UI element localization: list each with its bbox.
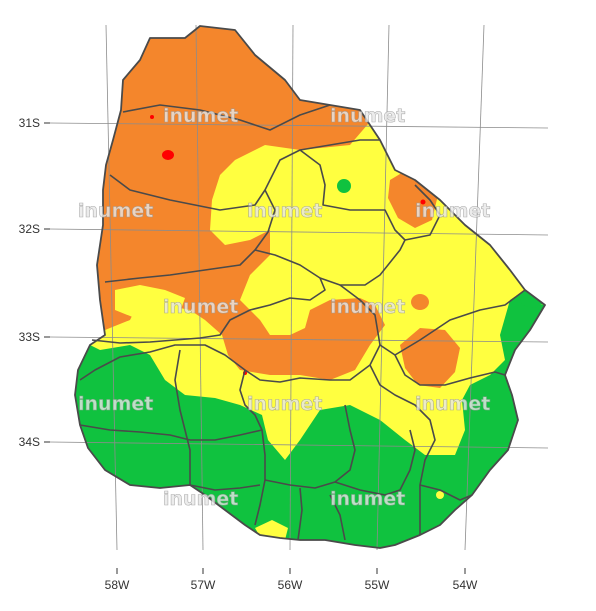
red-spot-1	[162, 150, 174, 160]
watermark: inumet	[78, 393, 153, 415]
y-axis: 31S 32S 33S 34S	[19, 116, 50, 449]
orange-spot-east	[411, 294, 429, 310]
watermark: inumet	[415, 200, 490, 222]
y-tick-label: 31S	[19, 116, 40, 130]
x-tick-label: 54W	[453, 578, 478, 592]
y-tick-label: 34S	[19, 435, 40, 449]
x-tick-label: 55W	[365, 578, 390, 592]
watermark-layer: inumet inumet inumet inumet inumet inume…	[78, 105, 491, 511]
department-boundaries	[79, 104, 526, 541]
orange-zone-north	[75, 26, 545, 380]
yellow-zone-central	[265, 300, 310, 335]
watermark: inumet	[163, 488, 238, 510]
red-spot-3	[420, 199, 426, 205]
red-spot-2	[150, 115, 154, 119]
x-tick-label: 57W	[191, 578, 216, 592]
watermark: inumet	[163, 296, 238, 318]
green-spot-north	[337, 179, 351, 193]
watermark: inumet	[247, 393, 322, 415]
yellow-zone-west	[115, 285, 185, 318]
x-axis: 58W 57W 56W 55W 54W	[105, 568, 478, 592]
watermark: inumet	[330, 488, 405, 510]
green-spot-east	[520, 293, 545, 308]
watermark: inumet	[415, 393, 490, 415]
y-tick-label: 32S	[19, 222, 40, 236]
watermark: inumet	[78, 200, 153, 222]
x-tick-label: 56W	[278, 578, 303, 592]
yellow-spot-south-east	[436, 491, 444, 499]
y-tick-label: 33S	[19, 330, 40, 344]
watermark: inumet	[247, 200, 322, 222]
watermark: inumet	[163, 105, 238, 127]
graticule	[49, 24, 549, 551]
country-outline	[74, 25, 546, 549]
watermark: inumet	[330, 105, 405, 127]
x-tick-label: 58W	[105, 578, 130, 592]
watermark: inumet	[330, 296, 405, 318]
